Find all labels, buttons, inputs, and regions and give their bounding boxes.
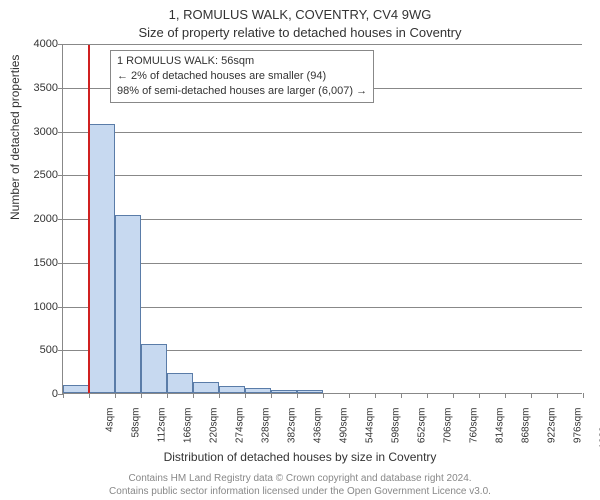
x-tick	[453, 393, 454, 398]
footer-line1: Contains HM Land Registry data © Crown c…	[0, 472, 600, 485]
footer: Contains HM Land Registry data © Crown c…	[0, 472, 600, 498]
y-gridline	[63, 132, 582, 133]
x-tick	[479, 393, 480, 398]
y-tick-label: 3500	[18, 82, 58, 94]
x-tick	[323, 393, 324, 398]
y-tick-label: 2500	[18, 169, 58, 181]
y-tick-label: 4000	[18, 38, 58, 50]
x-tick	[505, 393, 506, 398]
y-tick-label: 3000	[18, 126, 58, 138]
y-tick	[58, 263, 63, 264]
chart-area: 050010001500200025003000350040004sqm58sq…	[62, 44, 582, 394]
histogram-bar	[297, 390, 323, 393]
y-tick	[58, 44, 63, 45]
x-tick	[583, 393, 584, 398]
x-tick	[401, 393, 402, 398]
x-tick	[193, 393, 194, 398]
y-gridline	[63, 44, 582, 45]
histogram-bar	[115, 215, 141, 394]
x-tick	[167, 393, 168, 398]
y-tick-label: 1500	[18, 257, 58, 269]
histogram-bar	[63, 385, 89, 393]
x-tick	[271, 393, 272, 398]
chart-container: 1, ROMULUS WALK, COVENTRY, CV4 9WG Size …	[0, 0, 600, 500]
x-axis-title: Distribution of detached houses by size …	[0, 450, 600, 464]
x-tick	[245, 393, 246, 398]
x-tick	[89, 393, 90, 398]
title-address: 1, ROMULUS WALK, COVENTRY, CV4 9WG	[0, 6, 600, 24]
histogram-bar	[245, 388, 271, 393]
y-tick-label: 500	[18, 344, 58, 356]
annotation-line3: 98% of semi-detached houses are larger (…	[117, 84, 367, 99]
x-tick	[63, 393, 64, 398]
histogram-bar	[193, 382, 219, 393]
y-tick	[58, 88, 63, 89]
x-tick	[297, 393, 298, 398]
x-tick	[141, 393, 142, 398]
annotation-box: 1 ROMULUS WALK: 56sqm ← 2% of detached h…	[110, 50, 374, 103]
x-tick	[375, 393, 376, 398]
x-tick	[219, 393, 220, 398]
x-tick	[557, 393, 558, 398]
title-block: 1, ROMULUS WALK, COVENTRY, CV4 9WG Size …	[0, 0, 600, 41]
histogram-bar	[89, 124, 115, 394]
footer-line2: Contains public sector information licen…	[0, 485, 600, 498]
y-tick	[58, 219, 63, 220]
y-tick-label: 1000	[18, 301, 58, 313]
y-tick	[58, 350, 63, 351]
marker-line	[88, 45, 90, 393]
y-tick-label: 0	[18, 388, 58, 400]
x-tick	[427, 393, 428, 398]
annotation-line2: ← 2% of detached houses are smaller (94)	[117, 69, 367, 84]
annotation-line1: 1 ROMULUS WALK: 56sqm	[117, 54, 367, 69]
x-tick	[115, 393, 116, 398]
y-tick	[58, 132, 63, 133]
histogram-bar	[141, 344, 167, 393]
histogram-bar	[167, 373, 193, 393]
x-tick	[349, 393, 350, 398]
histogram-bar	[219, 386, 245, 393]
y-gridline	[63, 175, 582, 176]
title-subtitle: Size of property relative to detached ho…	[0, 24, 600, 42]
y-tick	[58, 175, 63, 176]
y-tick	[58, 307, 63, 308]
x-tick	[531, 393, 532, 398]
y-tick-label: 2000	[18, 213, 58, 225]
histogram-bar	[271, 390, 297, 394]
